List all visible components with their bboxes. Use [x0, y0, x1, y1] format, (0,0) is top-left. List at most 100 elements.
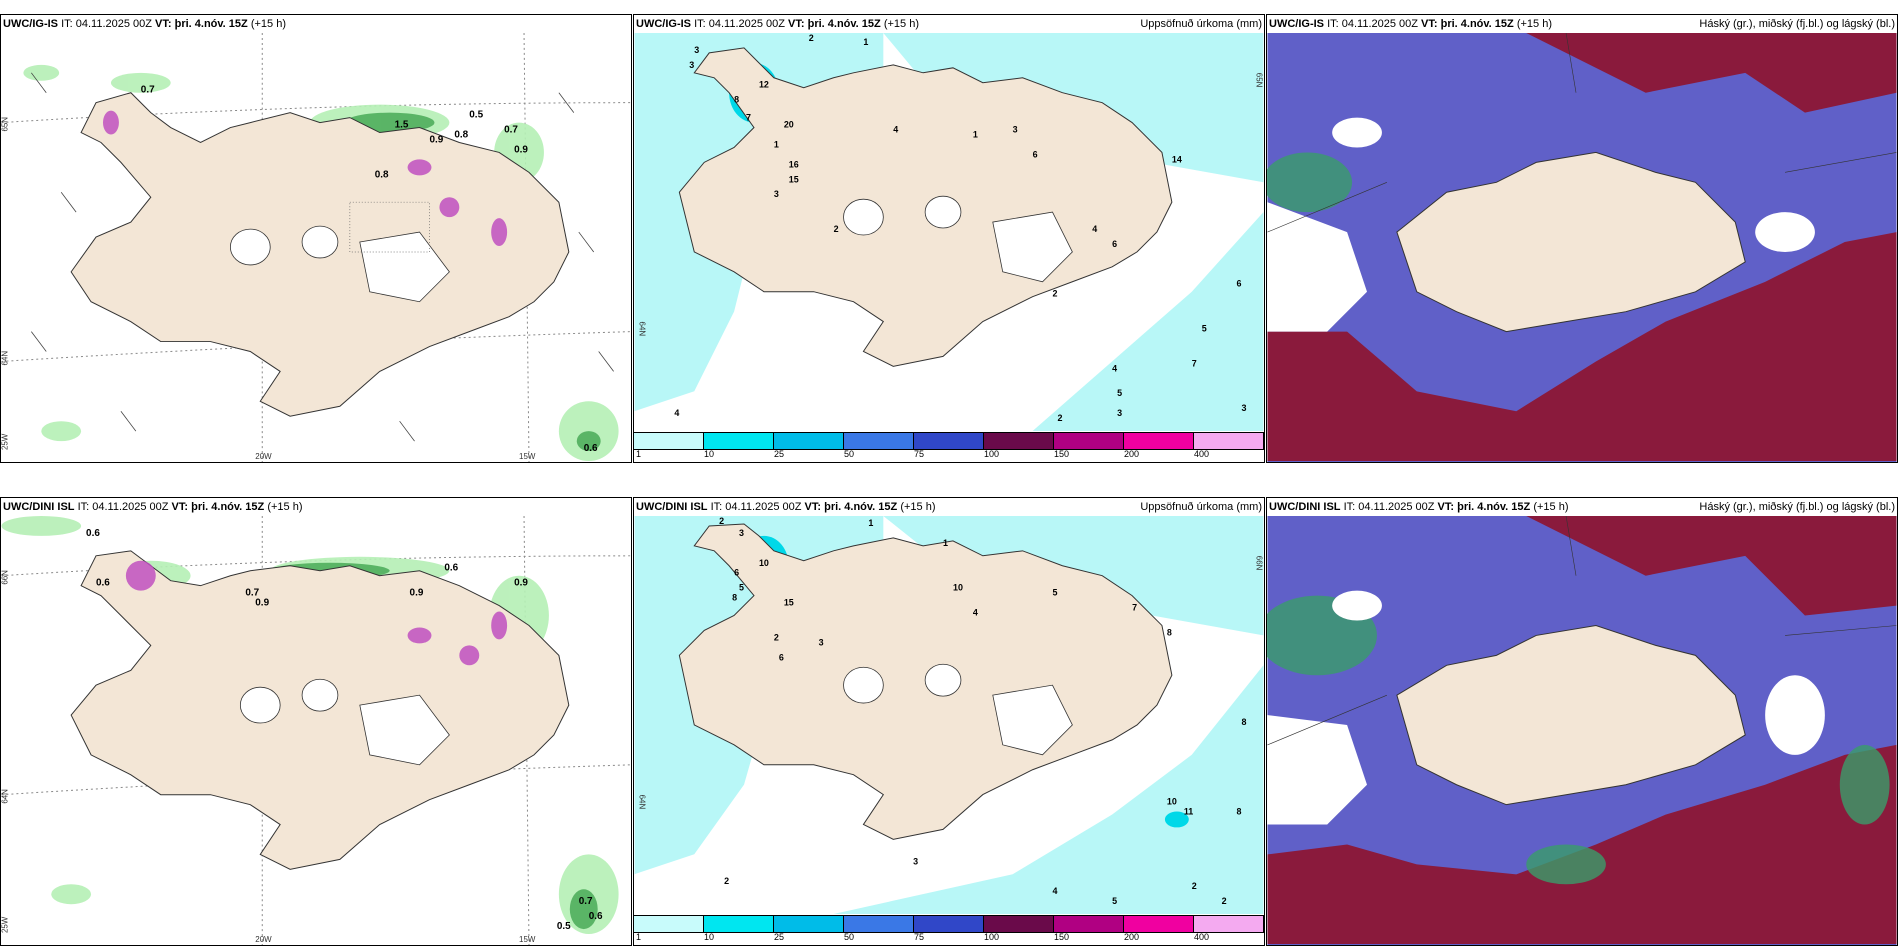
precip-value: 2 — [834, 224, 839, 234]
legend-label: 75 — [914, 932, 925, 942]
lead-time: (+15 h) — [267, 501, 303, 513]
precip-value: 2 — [719, 516, 724, 526]
legend-label: 1 — [636, 449, 642, 459]
precip-map[interactable]: 2 1 3 10 6 5 8 15 2 6 3 1 10 4 5 7 8 11 … — [634, 516, 1264, 914]
lon-label: 25W — [1, 916, 9, 933]
wind-value: 0.9 — [514, 144, 528, 155]
cloud-map-svg — [1267, 516, 1897, 945]
wind-map[interactable]: 0.7 0.8 1.5 0.9 0.5 0.8 0.7 0.9 0.6 65N … — [1, 33, 631, 462]
cloud-map[interactable] — [1267, 33, 1897, 462]
precip-value: 7 — [746, 113, 751, 123]
model-name: UWC/DINI ISL — [636, 501, 708, 513]
wind-value: 0.8 — [375, 169, 389, 180]
init-time: IT: 04.11.2025 00Z — [61, 18, 152, 30]
precip-value: 8 — [1167, 627, 1172, 637]
precip-value: 7 — [1132, 603, 1137, 613]
precip-value: 8 — [1237, 807, 1242, 817]
precip-legend: 1 10 25 50 75 100 150 200 400 — [634, 915, 1264, 945]
precip-value: 8 — [734, 95, 739, 105]
precip-map-panel-dini: UWC/DINI ISL IT: 04.11.2025 00Z VT: þri.… — [633, 497, 1265, 946]
cloud-title: Háský (gr.), miðský (fj.bl.) og lágský (… — [1699, 501, 1895, 513]
lead-time: (+15 h) — [250, 18, 286, 30]
legend-label: 10 — [704, 449, 715, 459]
precip-value: 3 — [1117, 408, 1122, 418]
lead-time: (+15 h) — [1533, 501, 1569, 513]
wind-value: 0.7 — [245, 588, 259, 599]
precip-value: 4 — [1052, 886, 1057, 896]
lat-label: 66N — [1254, 556, 1263, 571]
precip-value: 1 — [943, 538, 948, 548]
wind-value: 0.5 — [469, 110, 483, 121]
precip-value: 6 — [1112, 239, 1117, 249]
precip-value: 10 — [1167, 797, 1177, 807]
wind-value: 0.6 — [444, 563, 458, 574]
panel-header: UWC/IG-IS IT: 04.11.2025 00Z VT: þri. 4.… — [634, 15, 1264, 33]
wind-map-panel-ig: UWC/IG-IS IT: 04.11.2025 00Z VT: þri. 4.… — [0, 14, 632, 463]
precip-value: 2 — [1192, 881, 1197, 891]
precip-value: 15 — [789, 174, 799, 184]
valid-time: VT: þri. 4.nóv. 15Z — [1421, 18, 1514, 30]
legend-swatch — [1054, 916, 1124, 932]
legend-swatch — [984, 916, 1054, 932]
precip-map-panel-ig: UWC/IG-IS IT: 04.11.2025 00Z VT: þri. 4.… — [633, 14, 1265, 463]
init-time: IT: 04.11.2025 00Z — [1343, 501, 1435, 513]
precip-value: 3 — [689, 60, 694, 70]
lat-label: 64N — [1, 789, 9, 804]
precip-value: 4 — [973, 608, 978, 618]
wind-value: 0.6 — [584, 443, 598, 454]
precip-value: 3 — [774, 189, 779, 199]
wind-map-svg: 0.6 0.6 0.7 0.9 0.9 0.6 0.9 0.7 0.6 0.5 … — [1, 516, 631, 945]
legend-swatch — [634, 433, 704, 449]
precip-value: 5 — [1052, 588, 1057, 598]
cloud-map[interactable] — [1267, 516, 1897, 945]
wind-map[interactable]: 0.6 0.6 0.7 0.9 0.9 0.6 0.9 0.7 0.6 0.5 … — [1, 516, 631, 945]
legend-swatch — [1194, 916, 1264, 932]
precip-value: 3 — [819, 637, 824, 647]
legend-label: 10 — [704, 932, 715, 942]
legend-label: 25 — [774, 932, 785, 942]
legend-swatch — [984, 433, 1054, 449]
legend-swatch — [1124, 916, 1194, 932]
lat-label: 65N — [1254, 73, 1263, 88]
legend-swatch — [634, 916, 704, 932]
precip-map[interactable]: 2 1 3 3 12 8 7 20 1 16 15 3 2 4 1 3 6 14… — [634, 33, 1264, 431]
lat-label: 64N — [1, 351, 9, 366]
precip-value: 4 — [674, 408, 679, 418]
precip-value: 3 — [694, 45, 699, 55]
precip-value: 8 — [1242, 717, 1247, 727]
legend-label: 75 — [914, 449, 925, 459]
lon-label: 15W — [519, 935, 536, 944]
valid-time: VT: þri. 4.nóv. 15Z — [1437, 501, 1531, 513]
precip-value: 8 — [732, 593, 737, 603]
legend-swatch — [1124, 433, 1194, 449]
precip-value: 20 — [784, 120, 794, 130]
precip-value: 3 — [913, 856, 918, 866]
precip-value: 16 — [789, 159, 799, 169]
precip-value: 3 — [739, 528, 744, 538]
precip-value: 1 — [863, 37, 868, 47]
model-name: UWC/DINI ISL — [3, 501, 75, 513]
precip-value: 2 — [1222, 896, 1227, 906]
legend-label: 100 — [984, 932, 1000, 942]
wind-value: 0.7 — [579, 896, 593, 907]
legend-swatch — [844, 433, 914, 449]
lon-label: 20W — [255, 935, 272, 944]
precip-value: 4 — [893, 125, 898, 135]
model-name: UWC/IG-IS — [636, 18, 691, 30]
precip-value: 3 — [1013, 125, 1018, 135]
legend-label: 400 — [1194, 932, 1210, 942]
precip-value: 6 — [1237, 279, 1242, 289]
precip-title: Uppsöfnuð úrkoma (mm) — [1140, 501, 1262, 513]
legend-swatch — [704, 433, 774, 449]
legend-swatch — [774, 433, 844, 449]
precip-value: 11 — [1184, 807, 1193, 817]
lon-label: 15W — [519, 452, 536, 461]
precip-title: Uppsöfnuð úrkoma (mm) — [1140, 18, 1262, 30]
panel-header: UWC/IG-IS IT: 04.11.2025 00Z VT: þri. 4.… — [1, 15, 631, 33]
init-time: IT: 04.11.2025 00Z — [77, 501, 169, 513]
valid-time: VT: þri. 4.nóv. 15Z — [155, 18, 248, 30]
lon-label: 20W — [255, 452, 272, 461]
lat-label: 66N — [1, 570, 9, 585]
legend-label: 1 — [636, 932, 642, 942]
cloud-map-panel-ig: UWC/IG-IS IT: 04.11.2025 00Z VT: þri. 4.… — [1266, 14, 1898, 463]
